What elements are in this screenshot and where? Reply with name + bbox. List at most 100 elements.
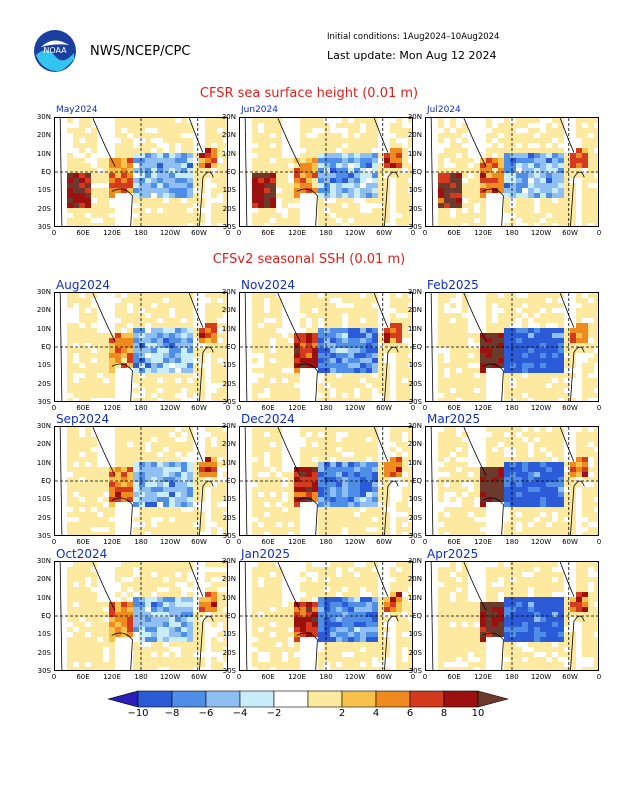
lon-tick-label: 60W (562, 538, 578, 546)
lat-tick-label: 30N (221, 422, 236, 430)
lon-tick-label: 120W (159, 538, 181, 546)
ssh-field (426, 293, 598, 401)
lat-tick-label: 20S (37, 513, 51, 522)
lon-tick-label: 120W (159, 673, 181, 681)
map-panel: Oct2024 30N 20N 10N EQ 10S 20S 30S 0 60E 120E 180 12… (37, 547, 230, 681)
lat-tick-label: 20S (408, 513, 422, 522)
colorbar-segment (341, 690, 377, 708)
ssh-field (240, 293, 412, 401)
ssh-map (239, 292, 413, 402)
lat-tick-label: EQ (412, 343, 422, 351)
noaa-logo: NOAA (34, 30, 76, 72)
ssh-map (425, 561, 599, 671)
lat-tick-label: 10S (408, 361, 422, 370)
lat-tick-label: 20N (36, 575, 51, 584)
lon-tick-label: 180 (505, 404, 519, 412)
lat-tick-label: 10N (407, 593, 422, 602)
lat-tick-label: 10N (407, 458, 422, 467)
lon-tick-label: 120E (103, 229, 121, 237)
map-panel: Sep2024 30N 20N 10N EQ 10S 20S 30S 0 60E 120E 180 12… (37, 412, 230, 546)
lon-tick-label: 60W (191, 538, 207, 546)
lat-tick-label: 30N (36, 557, 51, 565)
lat-tick-label: EQ (412, 168, 422, 176)
lon-tick-label: 60E (447, 229, 461, 237)
colorbar-segment (137, 690, 173, 708)
colorbar-tick-label: 6 (406, 708, 414, 719)
lat-tick-label: EQ (226, 477, 236, 485)
lat-tick-label: 20S (37, 648, 51, 657)
lat-tick-label: 10N (221, 593, 236, 602)
lon-tick-label: 0 (422, 404, 428, 412)
lon-tick-label: 60W (376, 538, 392, 546)
lat-tick-label: 30S (408, 223, 422, 231)
lon-tick-label: 180 (319, 673, 333, 681)
lon-tick-label: 120W (344, 229, 366, 237)
lon-tick-label: 0 (596, 404, 602, 412)
lat-tick-label: 10S (408, 495, 422, 504)
colorbar-tick-label: −4 (232, 708, 248, 719)
lon-tick-label: 60W (562, 673, 578, 681)
lon-tick-label: 120W (530, 229, 552, 237)
lon-tick-label: 0 (236, 229, 242, 237)
lon-tick-label: 120E (103, 404, 121, 412)
last-update: Last update: Mon Aug 12 2024 (327, 49, 497, 62)
lon-tick-label: 60W (376, 229, 392, 237)
lon-tick-label: 0 (596, 538, 602, 546)
map-panel: Jul2024 30N 20N 10N EQ 10S 20S 30S 0 60E 120E 180 12… (408, 105, 601, 237)
lon-tick-label: 60E (76, 673, 90, 681)
lat-tick-label: 30S (222, 223, 236, 231)
lon-tick-label: 60W (376, 673, 392, 681)
lat-tick-label: 30S (222, 532, 236, 540)
lon-tick-label: 60E (76, 229, 90, 237)
lat-tick-label: 10S (222, 186, 236, 195)
ssh-field (240, 562, 412, 670)
lat-tick-label: 20N (36, 131, 51, 140)
lat-tick-label: 20S (222, 379, 236, 388)
colorbar-segment (443, 690, 479, 708)
lon-tick-label: 180 (505, 229, 519, 237)
lat-tick-label: 30N (221, 113, 236, 121)
lon-tick-label: 0 (236, 673, 242, 681)
lat-tick-label: 30S (408, 398, 422, 406)
lat-tick-label: 20S (222, 648, 236, 657)
lon-tick-label: 180 (319, 229, 333, 237)
ssh-map (54, 117, 228, 227)
lon-tick-label: 60E (447, 538, 461, 546)
lon-tick-label: 120W (159, 229, 181, 237)
lon-tick-label: 60W (191, 673, 207, 681)
lat-tick-label: EQ (41, 612, 51, 620)
panel-label: Apr2025 (427, 547, 479, 561)
lat-tick-label: 10N (221, 324, 236, 333)
lat-tick-label: 10S (37, 495, 51, 504)
panel-label: Aug2024 (56, 278, 110, 292)
lat-tick-label: 20S (37, 379, 51, 388)
lat-tick-label: 20S (222, 513, 236, 522)
panel-label: Jun2024 (241, 105, 278, 115)
panel-label: Nov2024 (241, 278, 295, 292)
map-panel: Dec2024 30N 20N 10N EQ 10S 20S 30S 0 60E 120E 180 12… (222, 412, 415, 546)
lon-tick-label: 120E (474, 673, 492, 681)
lat-tick-label: 10N (36, 593, 51, 602)
lon-tick-label: 60E (76, 538, 90, 546)
lon-tick-label: 120W (159, 404, 181, 412)
lon-tick-label: 120W (344, 538, 366, 546)
lat-tick-label: 30N (36, 288, 51, 296)
forecast-section-title: CFSv2 seasonal SSH (0.01 m) (212, 252, 406, 267)
ssh-map (239, 426, 413, 536)
lat-tick-label: 30S (408, 667, 422, 675)
lat-tick-label: 10N (221, 149, 236, 158)
ssh-map (54, 426, 228, 536)
map-panel: Apr2025 30N 20N 10N EQ 10S 20S 30S 0 60E 120E 180 12… (408, 547, 601, 681)
lon-tick-label: 0 (422, 538, 428, 546)
ssh-field (240, 427, 412, 535)
map-panel: Feb2025 30N 20N 10N EQ 10S 20S 30S 0 60E 120E 180 12… (408, 278, 601, 412)
lat-tick-label: 30N (221, 557, 236, 565)
lon-tick-label: 60E (447, 404, 461, 412)
lat-tick-label: 30S (222, 667, 236, 675)
lat-tick-label: 10S (408, 630, 422, 639)
lat-tick-label: 30N (221, 288, 236, 296)
ssh-map (239, 117, 413, 227)
lat-tick-label: EQ (226, 612, 236, 620)
colorbar-tick-label: −2 (266, 708, 282, 719)
map-panel: Mar2025 30N 20N 10N EQ 10S 20S 30S 0 60E 120E 180 12… (408, 412, 601, 546)
